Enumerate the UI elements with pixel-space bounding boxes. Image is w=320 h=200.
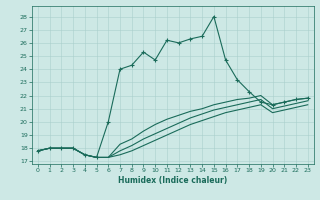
X-axis label: Humidex (Indice chaleur): Humidex (Indice chaleur) [118,176,228,185]
